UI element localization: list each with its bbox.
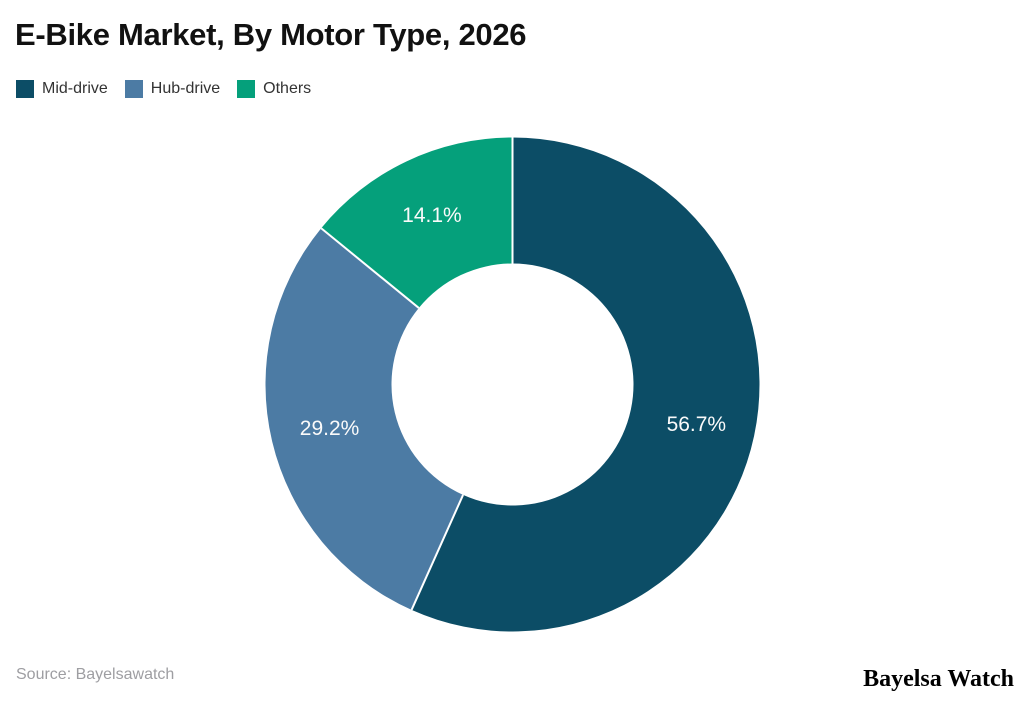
slice-divider xyxy=(410,494,464,611)
pie-slice-mid-drive[interactable] xyxy=(411,137,760,632)
slice-label-hub-drive: 29.2% xyxy=(300,417,360,440)
legend: Mid-drive Hub-drive Others xyxy=(16,80,311,98)
slice-divider xyxy=(320,227,420,309)
legend-item-others[interactable]: Others xyxy=(237,80,311,98)
pie-slice-others[interactable] xyxy=(321,137,513,308)
brand-text: Bayelsa Watch xyxy=(863,666,1014,692)
source-text: Source: Bayelsawatch xyxy=(16,666,175,683)
legend-label-mid-drive: Mid-drive xyxy=(42,80,108,97)
pie-slice-hub-drive[interactable] xyxy=(265,228,464,610)
chart-title: E-Bike Market, By Motor Type, 2026 xyxy=(15,17,527,52)
legend-swatch-hub-drive xyxy=(124,80,143,98)
legend-label-hub-drive: Hub-drive xyxy=(150,80,221,97)
slice-label-others: 14.1% xyxy=(402,204,462,227)
slice-label-mid-drive: 56.7% xyxy=(667,413,727,436)
legend-swatch-mid-drive xyxy=(16,80,34,98)
legend-item-hub-drive[interactable]: Hub-drive xyxy=(124,80,221,98)
legend-swatch-others xyxy=(237,80,256,98)
legend-label-others: Others xyxy=(263,80,312,97)
legend-item-mid-drive[interactable]: Mid-drive xyxy=(16,80,108,98)
